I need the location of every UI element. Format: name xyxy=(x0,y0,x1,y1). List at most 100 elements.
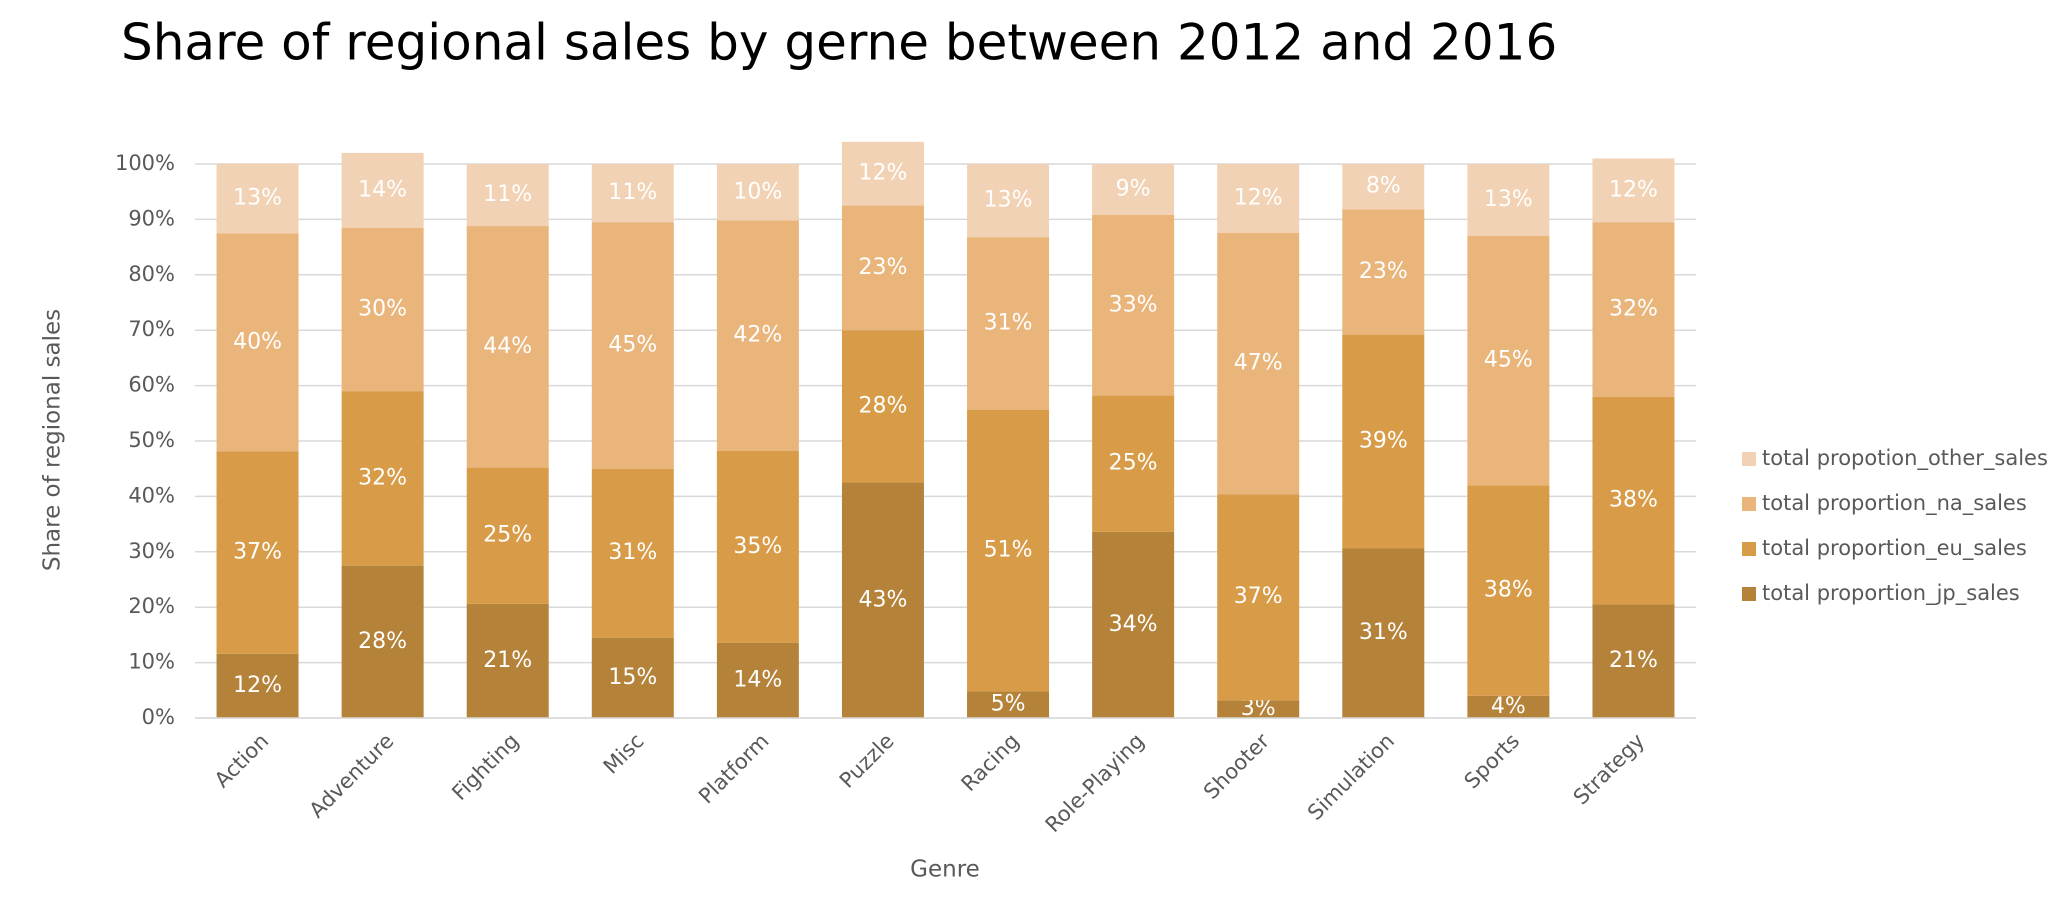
bar-segment xyxy=(967,409,1050,692)
bar-segment xyxy=(1467,236,1550,486)
bar-segment xyxy=(216,163,299,234)
data-label: 12% xyxy=(233,673,282,698)
x-tick-label: Sports xyxy=(1460,729,1525,794)
data-label: 12% xyxy=(1234,185,1283,210)
x-tick-label: Racing xyxy=(957,729,1024,796)
data-label: 45% xyxy=(1484,348,1533,373)
data-label: 32% xyxy=(1609,296,1658,321)
data-label: 23% xyxy=(859,255,908,280)
bar-segment xyxy=(841,205,924,331)
bar-segment xyxy=(716,164,799,221)
data-label: 37% xyxy=(1234,584,1283,609)
y-tick-label: 0% xyxy=(142,705,175,729)
bar-segment xyxy=(967,164,1050,238)
data-label: 10% xyxy=(733,179,782,204)
data-label: 5% xyxy=(991,692,1026,717)
data-label: 31% xyxy=(608,540,657,565)
data-label: 21% xyxy=(1609,648,1658,673)
bar-segment xyxy=(341,391,424,566)
bar-segment xyxy=(1092,214,1175,396)
y-tick-label: 100% xyxy=(115,151,175,175)
y-axis-title: Share of regional sales xyxy=(40,309,66,571)
bar-segment xyxy=(1592,158,1675,223)
legend-label: total proportion_eu_sales xyxy=(1762,536,2027,561)
bar-segment xyxy=(841,141,924,206)
x-axis-title: Genre xyxy=(910,857,980,883)
legend-label: total proportion_jp_sales xyxy=(1762,581,2020,606)
data-label: 13% xyxy=(984,188,1033,213)
bar-segment xyxy=(1467,485,1550,696)
bar-segment xyxy=(841,330,924,483)
bar-segment xyxy=(716,220,799,451)
bar-segment xyxy=(591,222,674,469)
data-label: 25% xyxy=(1109,451,1158,476)
data-label: 34% xyxy=(1109,612,1158,637)
data-label: 39% xyxy=(1359,429,1408,454)
data-label: 37% xyxy=(233,540,282,565)
data-label: 28% xyxy=(358,629,407,654)
x-tick-label: Misc xyxy=(599,729,649,779)
bar-segment xyxy=(216,233,299,452)
y-tick-label: 40% xyxy=(128,483,175,507)
x-tick-label: Adventure xyxy=(305,729,399,823)
bar-segment xyxy=(591,164,674,223)
bar-segment xyxy=(1467,164,1550,237)
bar-segment xyxy=(466,467,549,604)
bar-segment xyxy=(466,226,549,468)
bar-segment xyxy=(1217,164,1300,233)
x-tick-label: Action xyxy=(210,729,273,792)
bar-segment xyxy=(341,227,424,392)
y-tick-label: 20% xyxy=(128,594,175,618)
legend-label: total propotion_other_sales xyxy=(1762,446,2048,471)
bar-segment xyxy=(1217,494,1300,701)
data-label: 21% xyxy=(483,648,532,673)
bar-segment xyxy=(1217,700,1300,718)
data-label: 11% xyxy=(608,180,657,205)
data-label: 42% xyxy=(733,323,782,348)
data-label: 31% xyxy=(984,311,1033,336)
data-label: 11% xyxy=(483,182,532,207)
x-tick-label: Strategy xyxy=(1569,729,1650,810)
data-label: 35% xyxy=(733,534,782,559)
data-label: 43% xyxy=(859,587,908,612)
legend-label: total proportion_na_sales xyxy=(1762,491,2027,516)
data-label: 15% xyxy=(608,665,657,690)
bar-segment xyxy=(1092,164,1175,215)
data-label: 14% xyxy=(358,177,407,202)
data-label: 45% xyxy=(608,332,657,357)
data-label: 38% xyxy=(1484,578,1533,603)
bar-segment xyxy=(1592,222,1675,397)
legend-swatch xyxy=(1742,542,1756,556)
y-tick-label: 30% xyxy=(128,539,175,563)
bar-segment xyxy=(1217,232,1300,495)
chart-title: Share of regional sales by gerne between… xyxy=(121,14,1557,72)
bar-segment xyxy=(716,642,799,718)
bar-segment xyxy=(967,691,1050,718)
data-label: 14% xyxy=(733,667,782,692)
legend-swatch xyxy=(1742,587,1756,601)
y-tick-label: 50% xyxy=(128,428,175,452)
data-label: 9% xyxy=(1116,176,1151,201)
legend-swatch xyxy=(1742,452,1756,466)
data-label: 3% xyxy=(1241,696,1276,721)
data-label: 31% xyxy=(1359,620,1408,645)
x-tick-label: Role-Playing xyxy=(1041,729,1149,837)
x-tick-label: Simulation xyxy=(1303,729,1399,825)
bar-segment xyxy=(216,653,299,718)
bar-segment xyxy=(1467,695,1550,718)
x-tick-label: Shooter xyxy=(1199,729,1274,804)
bar-segment xyxy=(1342,164,1425,210)
data-label: 25% xyxy=(483,523,532,548)
bar-segment xyxy=(341,152,424,228)
bar-segment xyxy=(1592,396,1675,605)
data-label: 51% xyxy=(984,538,1033,563)
bar-segment xyxy=(1092,531,1175,718)
data-label: 23% xyxy=(1359,259,1408,284)
y-tick-label: 90% xyxy=(128,206,175,230)
y-tick-label: 10% xyxy=(128,650,175,674)
bar-segment xyxy=(591,468,674,638)
y-tick-label: 60% xyxy=(128,373,175,397)
bar-segment xyxy=(967,237,1050,410)
bar-segment xyxy=(1342,209,1425,335)
